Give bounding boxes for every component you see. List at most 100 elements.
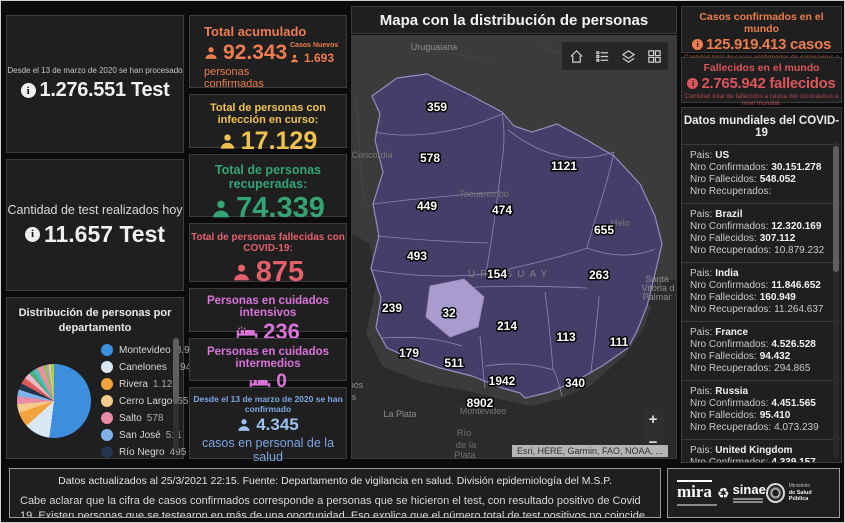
world-cases-panel: Casos confirmados en el mundo i 125.919.4…: [681, 6, 842, 68]
map-count-lavalleja: 113: [556, 330, 576, 344]
logo-caption-bars: [732, 498, 766, 503]
icu-title: Personas en cuidados intensivos: [206, 295, 330, 319]
country-block-russia: Pais: Russia Nro Confirmados: 4.451.565 Nr…: [682, 380, 841, 439]
health-workers-subtitle: casos en personal de la salud: [201, 436, 335, 464]
legend-item: Cerro Largo 655: [101, 393, 201, 410]
accumulated-panel: Total acumulado 92.343 personas confirma…: [189, 15, 347, 90]
recovered-value: 74.339: [236, 192, 325, 224]
map-legend-button[interactable]: [591, 45, 613, 67]
legend-item: Rivera 1.121: [101, 376, 201, 393]
person-icon: [233, 264, 249, 281]
department-pie-chart[interactable]: [17, 364, 91, 439]
accumulated-subtitle: personas confirmadas: [204, 66, 264, 90]
legend-color-dot: [101, 395, 113, 408]
info-icon: i: [687, 78, 699, 89]
intermediate-care-value: 0: [276, 371, 287, 392]
health-workers-panel: Desde el 13 de marzo de 2020 se han conf…: [189, 387, 347, 492]
map-count-montevideo: 8902: [467, 396, 494, 410]
place-label: Santa: [645, 274, 669, 284]
footer-disclaimer-text: Cabe aclarar que la cifra de casos confi…: [20, 495, 645, 518]
new-cases-label: Casos Nuevos: [290, 42, 339, 49]
tests-today-value: 11.657 Test: [43, 220, 166, 247]
countries-scrollbar[interactable]: [833, 142, 839, 458]
intermediate-care-panel: Personas en cuidados intermedios 0: [189, 338, 347, 392]
map-home-button[interactable]: [565, 45, 587, 67]
country-label: URUGUAY: [468, 269, 552, 280]
tests-today-label: Cantidad de test realizados hoy: [7, 202, 183, 217]
world-deaths-title: Fallecidos en el mundo: [703, 62, 820, 74]
legend-color-dot: [101, 412, 113, 425]
health-workers-title: Desde el 13 de marzo de 2020 se han conf…: [193, 394, 343, 414]
legend-color-dot: [101, 378, 113, 391]
place-label: Montevideo: [460, 406, 507, 416]
basemap-grid-icon: [647, 49, 661, 63]
layers-icon: [621, 49, 635, 63]
country-name: Russia: [715, 386, 749, 397]
footer-updated-text: Datos actualizados al 25/3/2021 22:15. F…: [58, 475, 612, 487]
place-label: Vitória d: [642, 283, 675, 293]
map-count-soriano: 239: [382, 301, 402, 315]
country-name: France: [715, 327, 749, 338]
footer-panel: Datos actualizados al 25/3/2021 22:15. F…: [9, 468, 661, 518]
water-label: Río: [457, 428, 472, 439]
place-label: La Plata: [383, 409, 416, 419]
map-count-flores: 32: [442, 306, 456, 320]
map-title-panel: Mapa con la distribución de personas: [351, 6, 677, 34]
map-count-durazno: 154: [487, 267, 507, 281]
legend-item: San José511: [101, 427, 201, 444]
scrollbar-thumb[interactable]: [833, 146, 839, 272]
legend-color-dot: [101, 344, 113, 357]
recovered-title: Total de personas recuperadas:: [214, 163, 322, 191]
deaths-value: 875: [255, 256, 305, 288]
country-block-us: Pais: US Nro Confirmados: 30.151.278 Nro F…: [682, 144, 841, 203]
map-count-tacuarembo: 474: [492, 203, 512, 217]
department-borders: [371, 113, 656, 397]
legend-color-dot: [101, 446, 113, 459]
zoom-in-button[interactable]: +: [642, 408, 664, 430]
world-cases-title: Casos confirmados en el mundo: [699, 11, 824, 35]
legend-scrollbar[interactable]: [173, 338, 179, 450]
country-block-france: Pais: France Nro Confirmados: 4.526.528 Nr…: [682, 321, 841, 380]
flores-highlight-shape: [425, 278, 485, 338]
world-deaths-value: 2.765.942 fallecidos: [701, 75, 836, 92]
world-deaths-panel: Fallecidos en el mundo i 2.765.942 fallec…: [681, 57, 842, 107]
legend-item: Montevideo8.902: [101, 342, 201, 359]
info-icon: i: [24, 226, 40, 242]
deaths-title: Total de personas fallecidas con COVID-1…: [191, 232, 345, 254]
icu-panel: Personas en cuidados intensivos 236: [189, 288, 347, 344]
place-label: Aires: [352, 392, 357, 402]
uruguay-map[interactable]: Uruguaiana Concordia Tacuarembó Melo URU…: [352, 36, 676, 458]
country-name: India: [715, 268, 739, 279]
map-count-salto: 578: [420, 151, 440, 165]
place-label: Uruguaiana: [411, 42, 458, 52]
bed-icon: [249, 379, 271, 388]
distribution-title: Distribución de personas por departament…: [18, 307, 172, 334]
legend-item: Río Negro 495: [101, 444, 201, 461]
sinae-logo: ♻ sinae: [717, 483, 766, 503]
map-count-artigas: 359: [427, 100, 447, 114]
map-basemap-button[interactable]: [643, 45, 665, 67]
recycle-icon: ♻: [717, 484, 730, 501]
map-count-cerro-largo: 655: [594, 223, 614, 237]
deaths-panel: Total de personas fallecidas con COVID-1…: [189, 223, 347, 288]
scrollbar-thumb[interactable]: [173, 338, 179, 404]
new-cases-value: 1.693: [304, 51, 335, 65]
place-label: Tacuarembó: [459, 189, 509, 199]
country-name: United Kingdom: [715, 445, 793, 456]
ministry-logo: Ministerio de Salud Pública: [765, 483, 830, 503]
water-label: Plata: [454, 450, 476, 458]
info-icon: i: [20, 83, 36, 98]
health-workers-value: 4.345: [256, 415, 299, 434]
person-icon: [213, 200, 230, 217]
logo-caption-bar: [677, 504, 717, 506]
map-count-treinta-y-tres: 263: [589, 268, 609, 282]
map-panel: Uruguaiana Concordia Tacuarembó Melo URU…: [351, 35, 677, 459]
map-layers-button[interactable]: [617, 45, 639, 67]
world-cases-value: 125.919.413 casos: [705, 36, 831, 53]
new-cases-block: Casos Nuevos 1.693: [290, 39, 346, 66]
active-cases-title: Total de personas con infección en curso…: [210, 102, 326, 126]
distribution-panel: Distribución de personas por departament…: [6, 297, 201, 459]
accumulated-title: Total acumulado: [204, 24, 307, 39]
accumulated-value: 92.343: [223, 41, 288, 64]
